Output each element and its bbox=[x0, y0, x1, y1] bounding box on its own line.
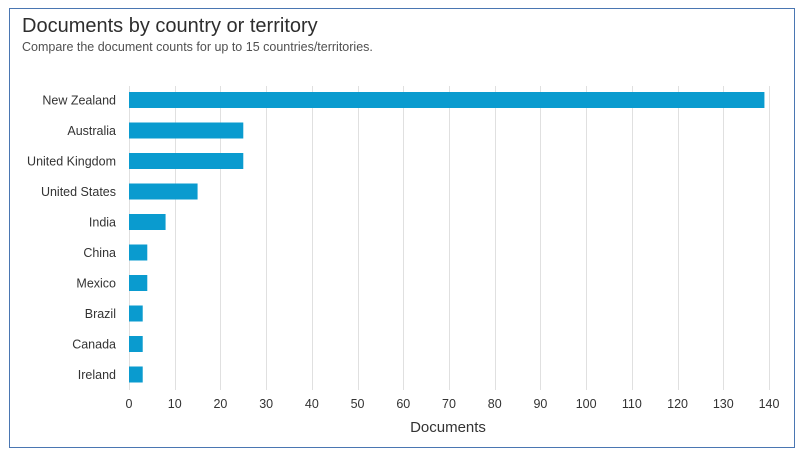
category-label: Canada bbox=[72, 338, 116, 352]
x-axis-ticks: 0 10 20 30 40 50 60 70 80 90 100 110 120 130 140 bbox=[126, 397, 780, 411]
grid-lines bbox=[129, 86, 770, 390]
bar[interactable] bbox=[129, 153, 244, 169]
chart-subtitle: Compare the document counts for up to 15… bbox=[22, 40, 373, 54]
bar[interactable] bbox=[129, 305, 143, 322]
x-tick-label: 60 bbox=[396, 397, 410, 411]
x-tick-label: 140 bbox=[759, 397, 780, 411]
x-tick-label: 130 bbox=[713, 397, 734, 411]
x-axis-title: Documents bbox=[410, 419, 486, 436]
x-tick-label: 10 bbox=[168, 397, 182, 411]
x-tick-label: 100 bbox=[576, 397, 597, 411]
bars bbox=[129, 92, 765, 383]
x-tick-label: 20 bbox=[213, 397, 227, 411]
x-tick-label: 90 bbox=[533, 397, 547, 411]
category-label: New Zealand bbox=[42, 94, 116, 108]
x-tick-label: 50 bbox=[351, 397, 365, 411]
bar[interactable] bbox=[129, 92, 765, 108]
category-label: China bbox=[83, 246, 116, 260]
category-label: Mexico bbox=[76, 277, 116, 291]
x-tick-label: 0 bbox=[126, 397, 133, 411]
x-tick-label: 80 bbox=[488, 397, 502, 411]
x-tick-label: 70 bbox=[442, 397, 456, 411]
bar[interactable] bbox=[129, 122, 244, 139]
category-label: United States bbox=[41, 185, 116, 199]
category-label: India bbox=[89, 216, 116, 230]
bar[interactable] bbox=[129, 275, 148, 291]
category-label: Brazil bbox=[85, 307, 116, 321]
category-labels: New Zealand Australia United Kingdom United… bbox=[27, 94, 116, 383]
category-label: Ireland bbox=[78, 368, 116, 382]
category-label: Australia bbox=[67, 124, 116, 138]
bar[interactable] bbox=[129, 336, 143, 352]
x-tick-label: 30 bbox=[259, 397, 273, 411]
bar[interactable] bbox=[129, 366, 143, 383]
x-tick-label: 120 bbox=[667, 397, 688, 411]
chart-title: Documents by country or territory bbox=[22, 15, 318, 37]
bar[interactable] bbox=[129, 244, 148, 261]
bar[interactable] bbox=[129, 183, 198, 200]
category-label: United Kingdom bbox=[27, 155, 116, 169]
bar[interactable] bbox=[129, 214, 166, 230]
x-tick-label: 110 bbox=[622, 397, 642, 411]
x-tick-label: 40 bbox=[305, 397, 319, 411]
